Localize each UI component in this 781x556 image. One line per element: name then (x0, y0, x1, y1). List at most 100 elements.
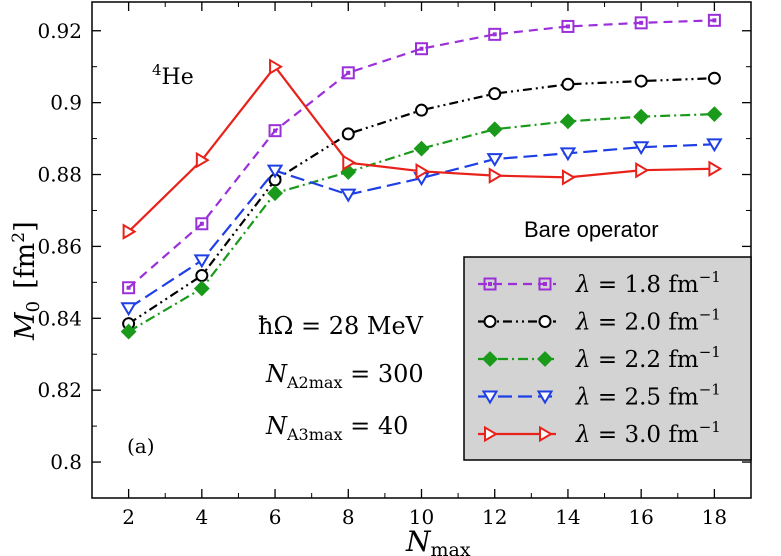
data-point (415, 103, 428, 117)
data-point (193, 280, 210, 297)
legend-label: λ = 2.0 fm−1 (575, 306, 721, 336)
x-tick-label: 2 (122, 505, 135, 529)
data-point (559, 147, 577, 162)
data-point-center (419, 46, 424, 51)
series-3.0 (122, 58, 723, 240)
data-point (488, 167, 503, 184)
na2-sub: A2max (286, 373, 342, 392)
legend-label: λ = 2.5 fm−1 (575, 381, 721, 411)
data-point-center (492, 32, 497, 37)
legend-lambda: λ (575, 310, 591, 336)
data-point (561, 19, 575, 33)
legend-unit-sup: −1 (699, 418, 721, 436)
x-axis-label-main: N (405, 525, 432, 556)
series-line (128, 77, 715, 325)
series-line (127, 19, 715, 289)
series-2.2 (120, 106, 723, 340)
nucleus-mass-number: 4 (152, 61, 162, 79)
legend-marker-center (543, 282, 547, 286)
x-tick-label: 6 (269, 505, 282, 529)
x-tick-label: 4 (195, 505, 208, 529)
x-tick-label: 18 (702, 505, 727, 529)
data-point (632, 141, 650, 156)
data-point (340, 188, 357, 203)
data-point-center (126, 285, 131, 290)
data-point-center (712, 18, 717, 23)
legend-value: = 2.5 fm (591, 385, 699, 411)
data-point (561, 169, 576, 186)
data-point (266, 164, 284, 179)
plot-frame (91, 1, 752, 499)
data-point (415, 42, 428, 56)
legend-lambda: λ (575, 422, 591, 448)
legend-lambda: λ (575, 347, 591, 373)
legend-marker-center (488, 282, 492, 286)
operator-label: Bare operator (524, 217, 659, 242)
data-point (193, 254, 211, 269)
y-tick-labels: 0.8 0.82 0.84 0.86 0.88 0.9 0.92 (37, 19, 82, 474)
data-point (488, 27, 502, 41)
y-axis-label-sub: 0 (23, 301, 44, 312)
data-point (195, 151, 210, 169)
y-tick-label: 0.9 (50, 91, 82, 115)
legend-marker (484, 425, 498, 443)
x-tick-labels: 2 4 6 8 10 12 14 16 18 (122, 505, 727, 529)
data-point-center (346, 70, 351, 75)
y-tick-label: 0.86 (37, 234, 82, 258)
data-point (342, 154, 357, 171)
na2-value: = 300 (342, 360, 423, 388)
data-point (560, 113, 576, 130)
data-point (268, 124, 282, 138)
series-line (128, 113, 715, 333)
legend-label: λ = 3.0 fm−1 (575, 418, 721, 448)
data-point (267, 185, 283, 202)
data-point (634, 74, 648, 88)
hw-annotation: ħΩ = 28 MeV (258, 312, 424, 340)
data-point (269, 58, 284, 75)
y-axis-label-units: [fm (10, 243, 41, 289)
legend-marker (537, 351, 553, 367)
y-tick-label: 0.8 (50, 450, 82, 474)
legend-unit-sup: −1 (699, 381, 721, 399)
data-point (341, 127, 355, 141)
data-point (415, 163, 430, 180)
legend-marker (483, 277, 497, 291)
x-tick-label: 16 (628, 505, 653, 529)
na3-sub: A3max (286, 425, 342, 444)
series-2.0 (122, 71, 721, 331)
x-tick-label: 14 (555, 505, 580, 529)
x-tick-label: 10 (409, 505, 434, 529)
x-tick-label: 8 (342, 505, 355, 529)
x-axis-label: Nmax (405, 525, 471, 556)
data-point-center (199, 221, 204, 226)
data-point (633, 108, 650, 125)
data-point-center (565, 24, 570, 29)
y-axis-label-main: M (10, 311, 41, 341)
y-tick-label: 0.88 (37, 163, 82, 187)
series-2.5 (120, 138, 723, 317)
data-point (122, 281, 136, 295)
data-point (486, 153, 503, 168)
legend-label: λ = 1.8 fm−1 (575, 268, 721, 298)
na2-main: N (265, 360, 288, 388)
y-tick-label: 0.84 (37, 306, 82, 330)
legend-label: λ = 2.2 fm−1 (575, 343, 721, 373)
data-point (122, 223, 137, 240)
data-point (706, 106, 723, 123)
y-axis-label-units-sup: 2 (9, 232, 29, 243)
legend-marker (538, 277, 552, 291)
data-point (708, 160, 723, 178)
legend-marker (483, 315, 497, 328)
legend-marker (481, 390, 499, 405)
y-tick-label: 0.82 (37, 378, 82, 402)
nucleus-label: 4He (152, 61, 194, 90)
legend-value: = 2.2 fm (591, 347, 699, 373)
data-point-center (639, 20, 644, 25)
data-point (486, 121, 503, 138)
legend-unit-sup: −1 (699, 343, 721, 361)
legend-lambda: λ (575, 272, 591, 298)
data-point (195, 217, 209, 231)
legend: λ = 1.8 fm−1λ = 2.0 fm−1λ = 2.2 fm−1λ = … (463, 256, 752, 461)
y-axis-label: M0 [fm2] (9, 221, 44, 341)
legend-marker (536, 390, 554, 405)
